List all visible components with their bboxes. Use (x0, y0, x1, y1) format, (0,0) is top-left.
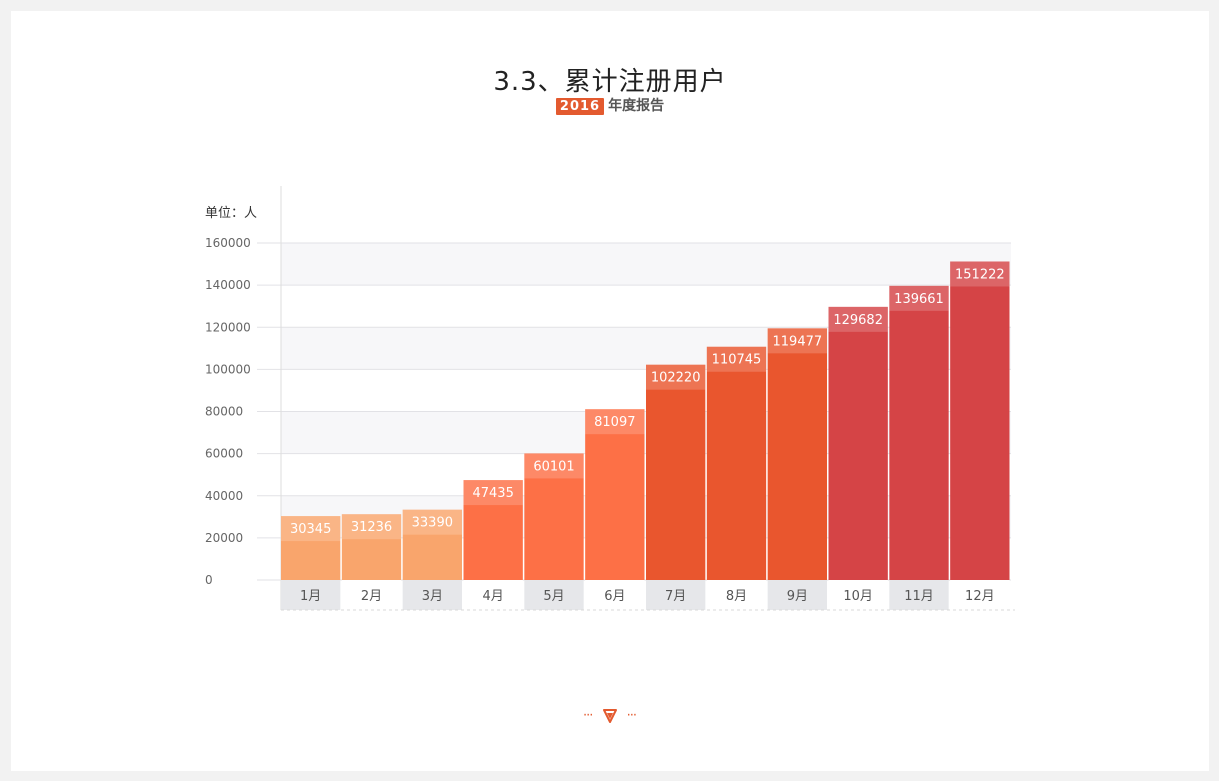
dots-right-icon: ··· (626, 708, 637, 724)
category-cell (402, 580, 462, 610)
category-cell (889, 580, 949, 610)
category-cell (281, 580, 341, 610)
bar-label-band (524, 453, 584, 479)
bar (950, 261, 1010, 580)
x-tick-label: 5月 (543, 589, 564, 604)
category-cell (767, 580, 827, 610)
y-tick-label: 140000 (205, 278, 251, 292)
bar (706, 346, 767, 580)
category-cell (706, 580, 767, 610)
x-tick-label: 8月 (726, 589, 747, 604)
y-tick-label: 40000 (205, 489, 243, 503)
grid-band (281, 243, 1011, 286)
chevron-down-icon (602, 709, 617, 723)
x-tick-label: 1月 (300, 589, 321, 604)
bar-value-label: 31236 (351, 520, 392, 535)
y-tick-label: 60000 (205, 447, 243, 461)
x-tick-label: 12月 (965, 589, 995, 604)
bar-label-band (646, 364, 706, 390)
x-tick-label: 3月 (422, 589, 443, 604)
bar-value-label: 47435 (472, 486, 513, 501)
unit-label: 单位：人 (205, 206, 257, 221)
bar (767, 328, 827, 580)
bar-label-band (950, 261, 1010, 287)
bar-label-band (585, 409, 645, 435)
bar-label-band (889, 285, 949, 311)
bar (585, 409, 645, 580)
page-title: 3.3、累计注册用户 (493, 67, 727, 97)
category-cell (585, 580, 645, 610)
scroll-down-hint[interactable]: ··· ··· (0, 708, 1219, 724)
bar-value-label: 129682 (833, 313, 883, 328)
bar-label-band (281, 516, 341, 542)
category-cell (524, 580, 584, 610)
bar (281, 516, 341, 580)
bar-value-label: 60101 (533, 459, 574, 474)
category-cell (950, 580, 1010, 610)
category-cell (828, 580, 888, 610)
bar-value-label: 119477 (773, 334, 823, 349)
bar-value-label: 81097 (594, 415, 635, 430)
category-cell (463, 580, 523, 610)
x-tick-label: 11月 (904, 589, 934, 604)
bar-value-label: 30345 (290, 522, 331, 537)
dots-left-icon: ··· (582, 708, 593, 724)
x-tick-label: 7月 (665, 589, 686, 604)
bar (341, 514, 402, 580)
bar (828, 306, 888, 580)
bar-label-band (706, 346, 767, 372)
year-badge: 2016 (555, 98, 605, 115)
x-tick-label: 10月 (843, 589, 873, 604)
bar-value-label: 102220 (651, 371, 701, 386)
bar-value-label: 151222 (955, 267, 1005, 282)
x-tick-label: 2月 (361, 589, 382, 604)
bar-value-label: 110745 (712, 353, 762, 368)
bar-label-band (341, 514, 402, 540)
category-cell (341, 580, 402, 610)
y-tick-label: 0 (205, 573, 213, 587)
y-tick-label: 20000 (205, 531, 243, 545)
bar-label-band (828, 306, 888, 332)
bar (463, 480, 523, 580)
x-tick-label: 6月 (604, 589, 625, 604)
y-tick-label: 160000 (205, 236, 251, 250)
bar (524, 453, 584, 580)
bar (889, 285, 949, 580)
report-label: 年度报告 (608, 98, 665, 114)
bar-label-band (463, 480, 523, 506)
report-subtitle: 2016 年度报告 (11, 95, 1209, 115)
category-cell (646, 580, 706, 610)
bar-value-label: 33390 (412, 516, 453, 531)
bar (646, 364, 706, 580)
bar (402, 509, 462, 580)
y-tick-label: 80000 (205, 405, 243, 419)
y-tick-label: 100000 (205, 362, 251, 376)
bar-label-band (767, 328, 827, 354)
bar-value-label: 139661 (894, 292, 944, 307)
y-tick-label: 120000 (205, 320, 251, 334)
bar-label-band (402, 509, 462, 535)
x-tick-label: 4月 (483, 589, 504, 604)
x-tick-label: 9月 (787, 589, 808, 604)
